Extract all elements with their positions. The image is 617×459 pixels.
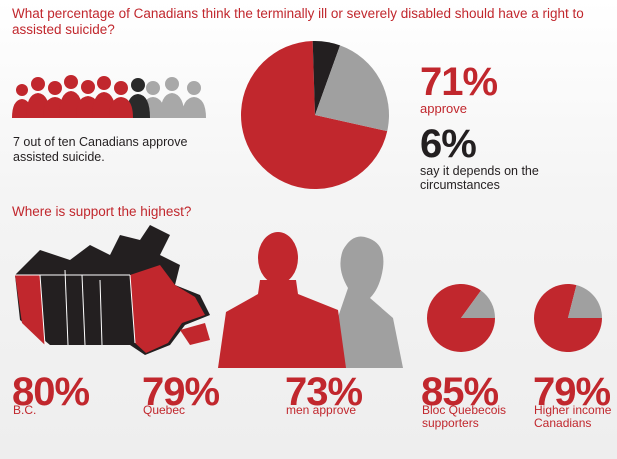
stat-value-income: 79% [533,370,611,414]
stat-label-quebec: Quebec [143,403,186,417]
depends-value: 6% [420,122,477,166]
stat-label-bc: B.C. [13,403,37,417]
pie-slice-remainder [461,290,495,318]
stat-value-bloc: 85% [421,370,499,414]
bloc-pie-chart [427,284,495,352]
crowd-silhouette-icon [12,75,206,118]
canada-map-icon [15,225,210,355]
people-silhouette-icon [218,232,403,368]
stat-label-men: men approve [286,403,357,417]
approve-label: approve [420,101,467,116]
stat-label-income: Higher income Canadians [534,403,612,430]
pie-slice-say-it-depends-on-the-circumst [312,41,341,115]
stat-value-bc: 80% [12,370,90,414]
stat-label-bloc: Bloc Quebecois supporters [422,403,507,430]
stat-value-quebec: 79% [142,370,220,414]
main-pie-chart [241,41,389,190]
intro-text: 7 out of ten Canadians approve assisted … [13,135,188,164]
pie-slice-remainder [315,45,389,132]
section-subtitle: Where is support the highest? [12,204,192,219]
income-pie-chart [534,284,602,352]
depends-label: say it depends on the circumstances [420,164,539,192]
stat-value-men: 73% [285,370,363,414]
chart-title: What percentage of Canadians think the t… [12,6,584,37]
approve-value: 71% [420,60,498,104]
pie-slice-approve [241,41,388,190]
pie-slice-remainder [568,285,602,318]
